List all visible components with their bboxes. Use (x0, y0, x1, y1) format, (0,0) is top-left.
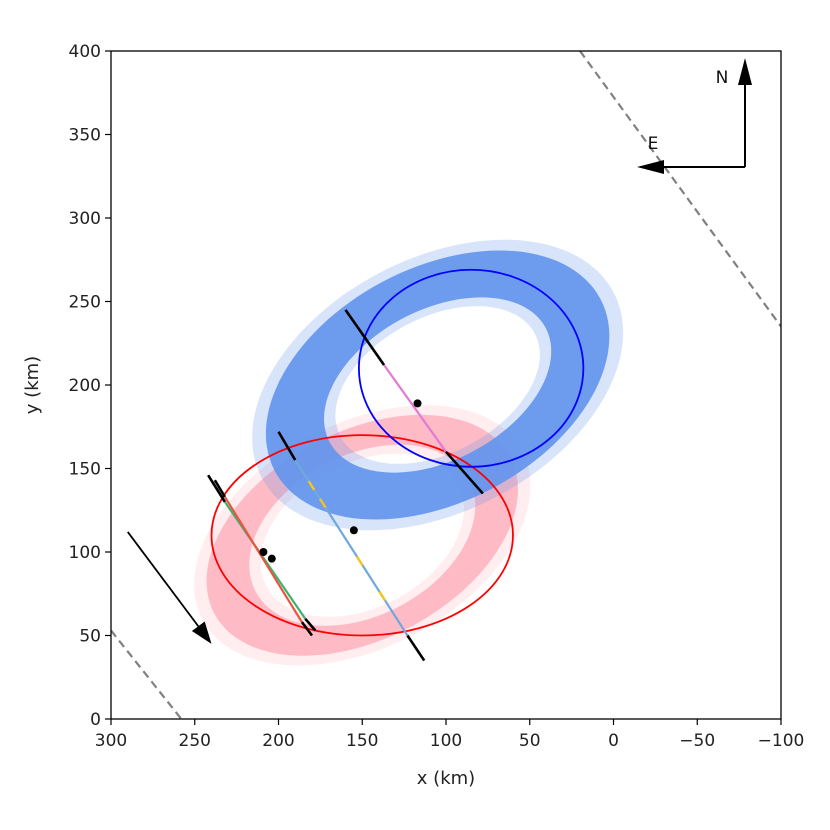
motion-arrow-shaft (127, 531, 200, 627)
blue-ellipse (357, 268, 585, 468)
chord-4-start-segment (344, 309, 386, 366)
midpoint-3 (349, 526, 358, 535)
y-tick-label: 250 (69, 293, 101, 313)
compass-east-label: E (648, 134, 659, 154)
x-tick-label: −50 (679, 731, 715, 751)
y-tick-label: 50 (79, 627, 101, 647)
chord-midpoints (259, 399, 422, 563)
chords (207, 309, 484, 662)
compass-east-arrowhead (637, 160, 664, 174)
y-axis-ticks: 0 50 100 150 200 250 300 350 400 (69, 42, 111, 730)
midpoint-1 (259, 548, 268, 556)
chord-3-start-segment (277, 431, 297, 461)
chord-3-end-segment (406, 634, 426, 662)
chord-3-gold-dash-2 (318, 498, 327, 509)
red-ellipse (210, 434, 514, 637)
y-tick-label: 200 (69, 376, 101, 396)
motion-arrow-head (191, 621, 212, 644)
y-axis-label: y (km) (22, 356, 43, 414)
y-tick-label: 400 (69, 42, 101, 62)
y-tick-label: 150 (69, 460, 101, 480)
dashed-lines (111, 51, 781, 719)
x-tick-label: 100 (430, 731, 462, 751)
x-tick-label: −100 (758, 731, 805, 751)
y-tick-label: 300 (69, 209, 101, 229)
chord-1-start-segment (207, 474, 227, 503)
chord-2-segment-1 (223, 496, 303, 623)
dashed-line-1 (579, 51, 781, 328)
x-tick-label: 300 (95, 731, 127, 751)
compass-north-label: N (716, 68, 729, 88)
x-tick-label: 50 (519, 731, 541, 751)
dashed-line-2 (111, 629, 183, 719)
chord-4-segment-1 (383, 364, 447, 453)
chord-2-start-segment (213, 479, 227, 498)
ring-bands (194, 239, 624, 666)
chord-3-gold-dash-1 (307, 480, 316, 491)
y-tick-label: 350 (69, 126, 101, 146)
midpoint-2 (267, 554, 276, 563)
blue-band (265, 250, 610, 520)
x-tick-label: 150 (346, 731, 378, 751)
x-axis-label: x (km) (417, 768, 475, 789)
x-tick-label: 0 (608, 731, 619, 751)
midpoint-4 (413, 399, 422, 408)
chord-4-end-segment (445, 450, 484, 495)
x-axis-ticks: 300 250 200 150 100 50 0 −50 −100 (95, 719, 805, 751)
x-tick-label: 200 (262, 731, 294, 751)
chord-3-gold-dash-4 (378, 591, 387, 602)
motion-arrow (127, 531, 212, 644)
chord-3-gold-dash-3 (355, 555, 364, 567)
fit-ellipses (210, 268, 585, 637)
y-tick-label: 100 (69, 543, 101, 563)
y-tick-label: 0 (90, 710, 101, 730)
x-tick-label: 250 (179, 731, 211, 751)
compass-north-arrowhead (738, 58, 752, 85)
compass: N E (637, 58, 752, 174)
chord-2-end-segment (300, 621, 314, 637)
chord-1-end-segment (304, 617, 317, 632)
